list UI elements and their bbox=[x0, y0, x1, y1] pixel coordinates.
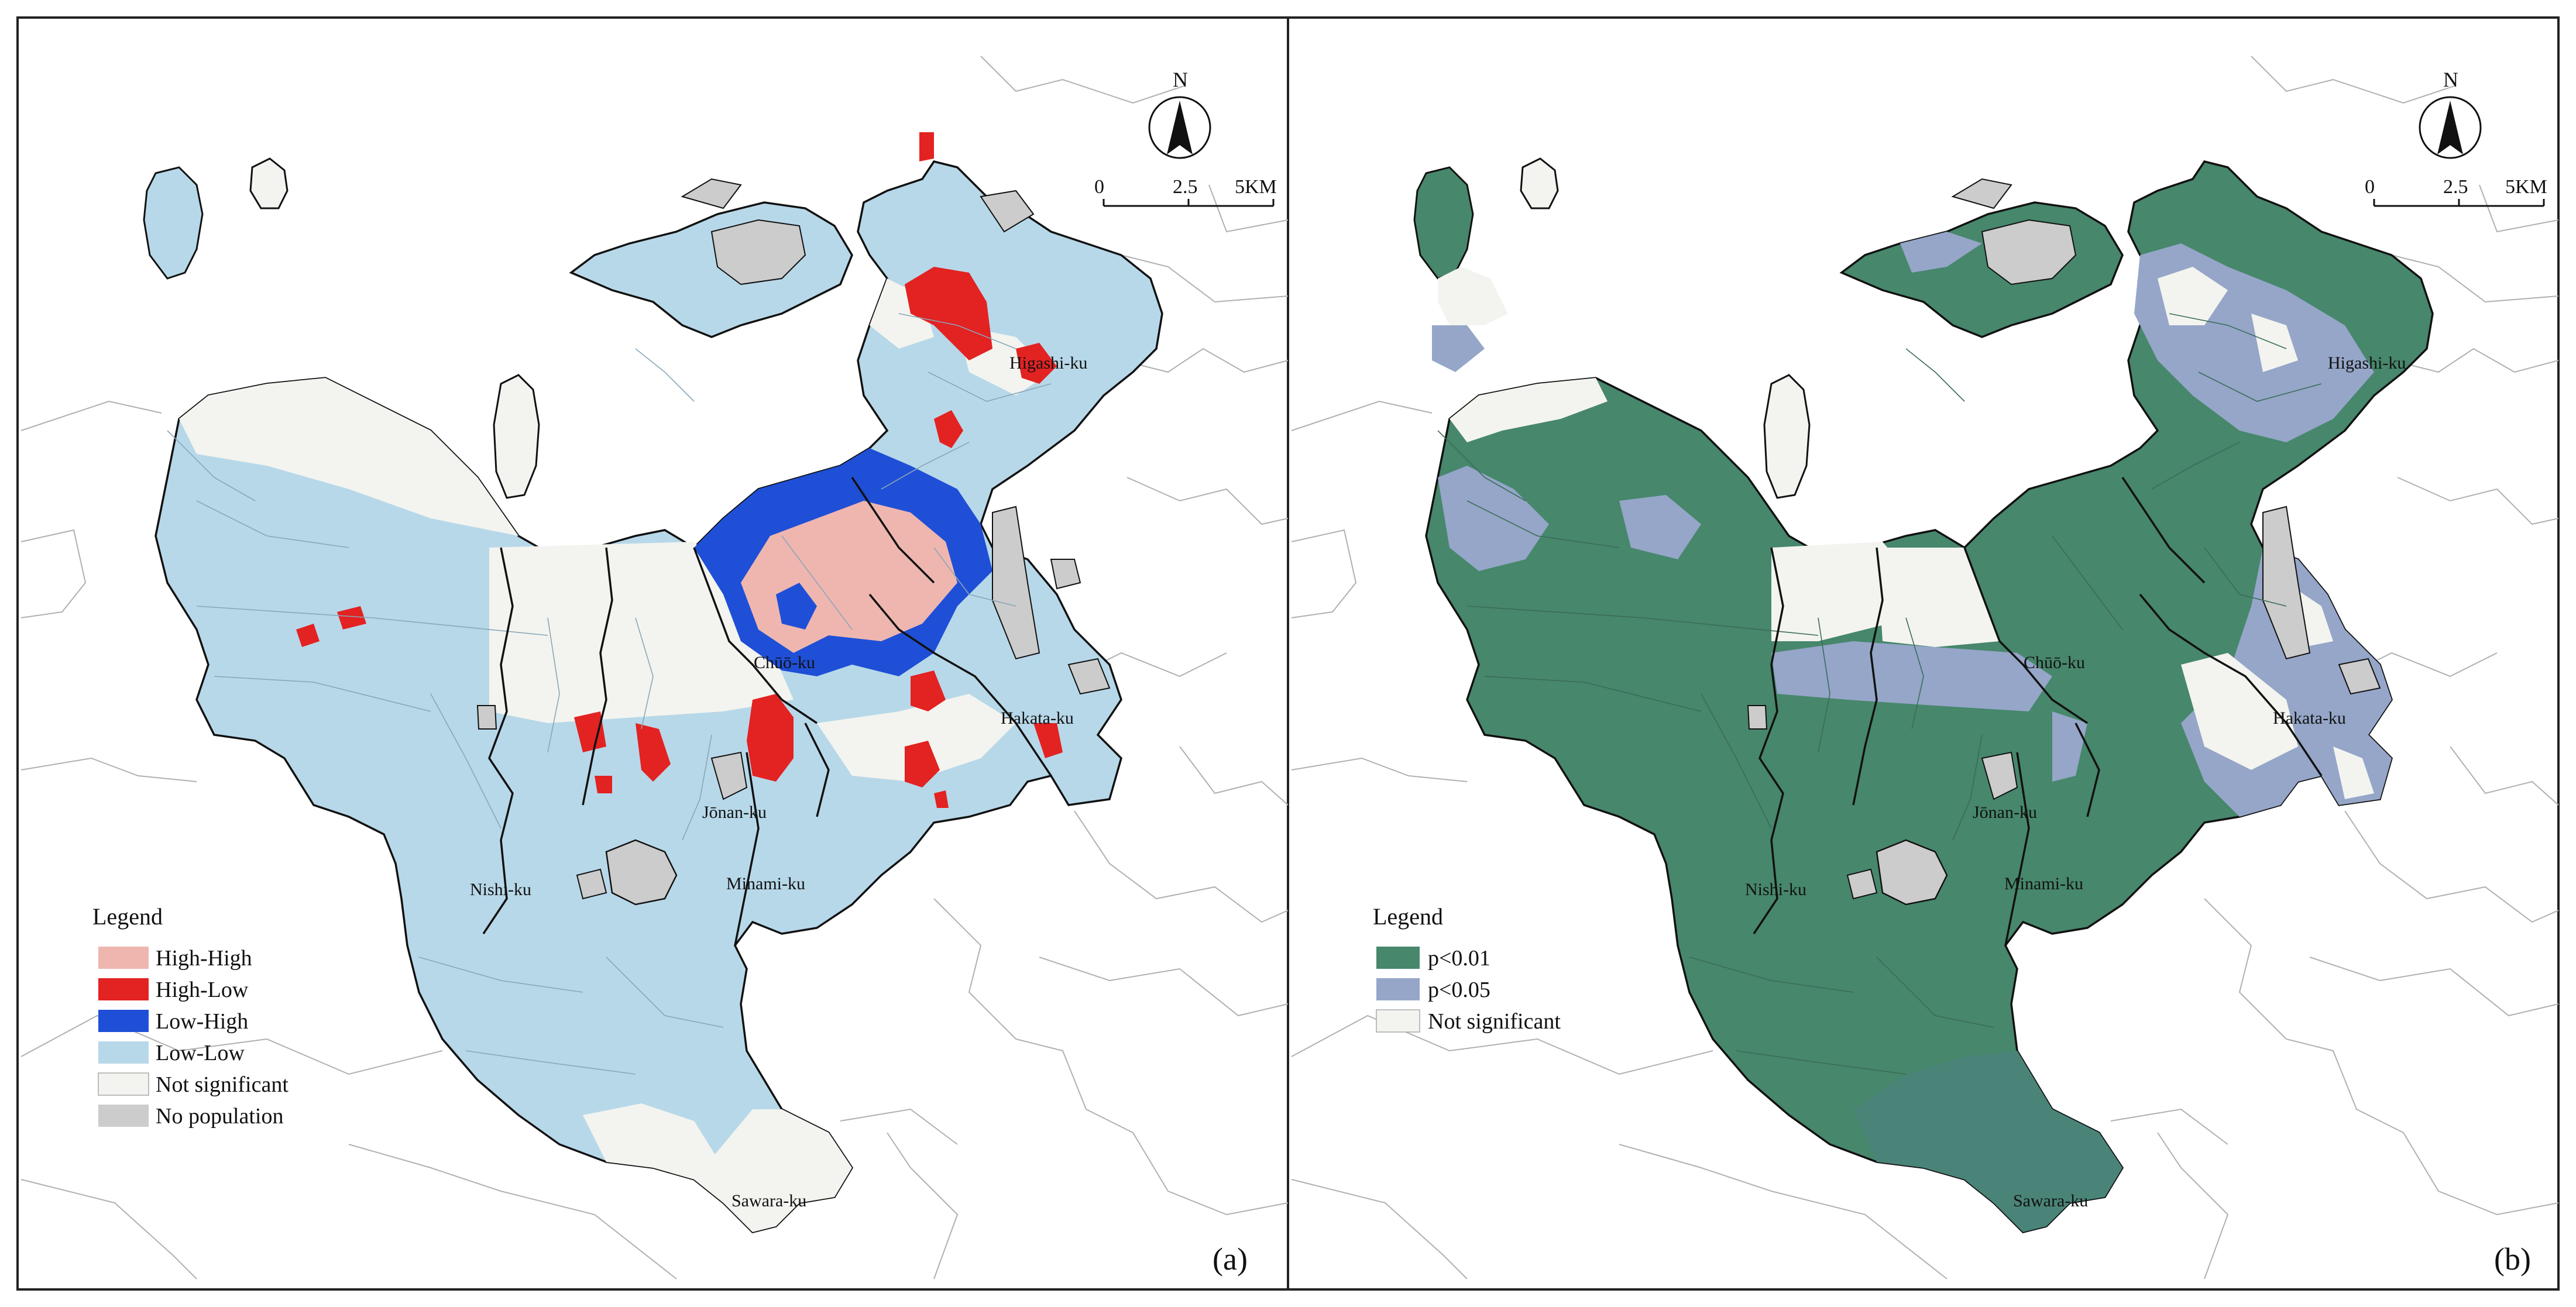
label-higashi-ku: Higashi-ku bbox=[2328, 353, 2406, 373]
north-label: N bbox=[1173, 68, 1188, 91]
scale-tick-end: 5KM bbox=[1235, 176, 1277, 198]
legend-swatch-not-significant bbox=[98, 1072, 149, 1096]
legend-title: Legend bbox=[1373, 903, 1443, 930]
label-hakata-ku: Hakata-ku bbox=[1001, 708, 1074, 728]
legend-label-no-population: No population bbox=[156, 1104, 283, 1129]
scale-tick-end: 5KM bbox=[2505, 176, 2547, 198]
label-hakata-ku: Hakata-ku bbox=[2273, 708, 2346, 728]
scale-tick-0: 0 bbox=[1094, 176, 1104, 198]
panel-b-scale-bar: 0 2.5 5KM bbox=[2365, 176, 2547, 207]
panel-a-scale-bar: 0 2.5 5KM bbox=[1094, 176, 1277, 207]
legend-swatch-low-high bbox=[98, 1010, 149, 1032]
legend-swatch-low-low bbox=[98, 1041, 149, 1064]
panel-a-label: (a) bbox=[1213, 1241, 1248, 1277]
legend-label-high-high: High-High bbox=[156, 946, 252, 971]
legend-swatch-high-high bbox=[98, 947, 149, 969]
legend-item-low-high: Low-High bbox=[98, 1009, 248, 1034]
legend-swatch-high-low bbox=[98, 978, 149, 1000]
legend-item-not-significant: Not significant bbox=[1376, 1009, 1561, 1034]
legend-item-p005: p<0.05 bbox=[1376, 978, 1490, 1002]
panel-a-map bbox=[20, 56, 1289, 1280]
label-nishi-ku: Nishi-ku bbox=[470, 880, 531, 899]
panel-a-district-labels: Higashi-ku Chūō-ku Hakata-ku Jōnan-ku Ni… bbox=[470, 353, 1087, 1210]
panel-b-label: (b) bbox=[2494, 1241, 2531, 1277]
legend-swatch-no-population bbox=[98, 1105, 149, 1127]
label-chuo-ku: Chūō-ku bbox=[2024, 653, 2085, 672]
legend-item-high-high: High-High bbox=[98, 946, 252, 971]
label-minami-ku: Minami-ku bbox=[726, 874, 805, 893]
legend-swatch-not-significant bbox=[1376, 1009, 1420, 1033]
panel-b-legend: Legend p<0.01 p<0.05 Not significant bbox=[1373, 903, 1561, 1034]
legend-label-not-significant: Not significant bbox=[156, 1072, 288, 1097]
label-sawara-ku: Sawara-ku bbox=[2013, 1191, 2088, 1210]
panel-a-legend: Legend High-High High-Low Low-High Low-L… bbox=[92, 903, 288, 1129]
label-minami-ku: Minami-ku bbox=[2004, 874, 2083, 893]
legend-item-not-significant: Not significant bbox=[98, 1072, 288, 1097]
panel-b-district-labels: Higashi-ku Chūō-ku Hakata-ku Jōnan-ku Ni… bbox=[1745, 353, 2406, 1210]
legend-item-low-low: Low-Low bbox=[98, 1041, 245, 1065]
legend-swatch-p001 bbox=[1376, 947, 1420, 969]
legend-item-high-low: High-Low bbox=[98, 978, 249, 1002]
legend-label-not-significant: Not significant bbox=[1428, 1009, 1561, 1034]
label-higashi-ku: Higashi-ku bbox=[1009, 353, 1087, 373]
label-nishi-ku: Nishi-ku bbox=[1745, 880, 1806, 899]
legend-label-p005: p<0.05 bbox=[1428, 978, 1490, 1002]
legend-title: Legend bbox=[92, 903, 163, 930]
legend-label-p001: p<0.01 bbox=[1428, 946, 1490, 971]
label-jonan-ku: Jōnan-ku bbox=[702, 803, 767, 822]
scale-tick-mid: 2.5 bbox=[1173, 176, 1198, 198]
legend-swatch-p005 bbox=[1376, 978, 1420, 1000]
legend-label-low-high: Low-High bbox=[156, 1009, 248, 1034]
legend-label-low-low: Low-Low bbox=[156, 1041, 245, 1065]
panel-a-north-arrow: N bbox=[1148, 68, 1211, 159]
panel-b-north-arrow: N bbox=[2419, 68, 2482, 159]
legend-label-high-low: High-Low bbox=[156, 978, 249, 1002]
label-sawara-ku: Sawara-ku bbox=[731, 1191, 806, 1210]
scale-tick-0: 0 bbox=[2365, 176, 2375, 198]
legend-item-no-population: No population bbox=[98, 1104, 283, 1129]
north-label: N bbox=[2443, 68, 2458, 91]
label-chuo-ku: Chūō-ku bbox=[754, 653, 815, 672]
label-jonan-ku: Jōnan-ku bbox=[1973, 803, 2037, 822]
panel-b-map bbox=[1291, 56, 2559, 1280]
scale-tick-mid: 2.5 bbox=[2443, 176, 2468, 198]
legend-item-p001: p<0.01 bbox=[1376, 946, 1490, 971]
